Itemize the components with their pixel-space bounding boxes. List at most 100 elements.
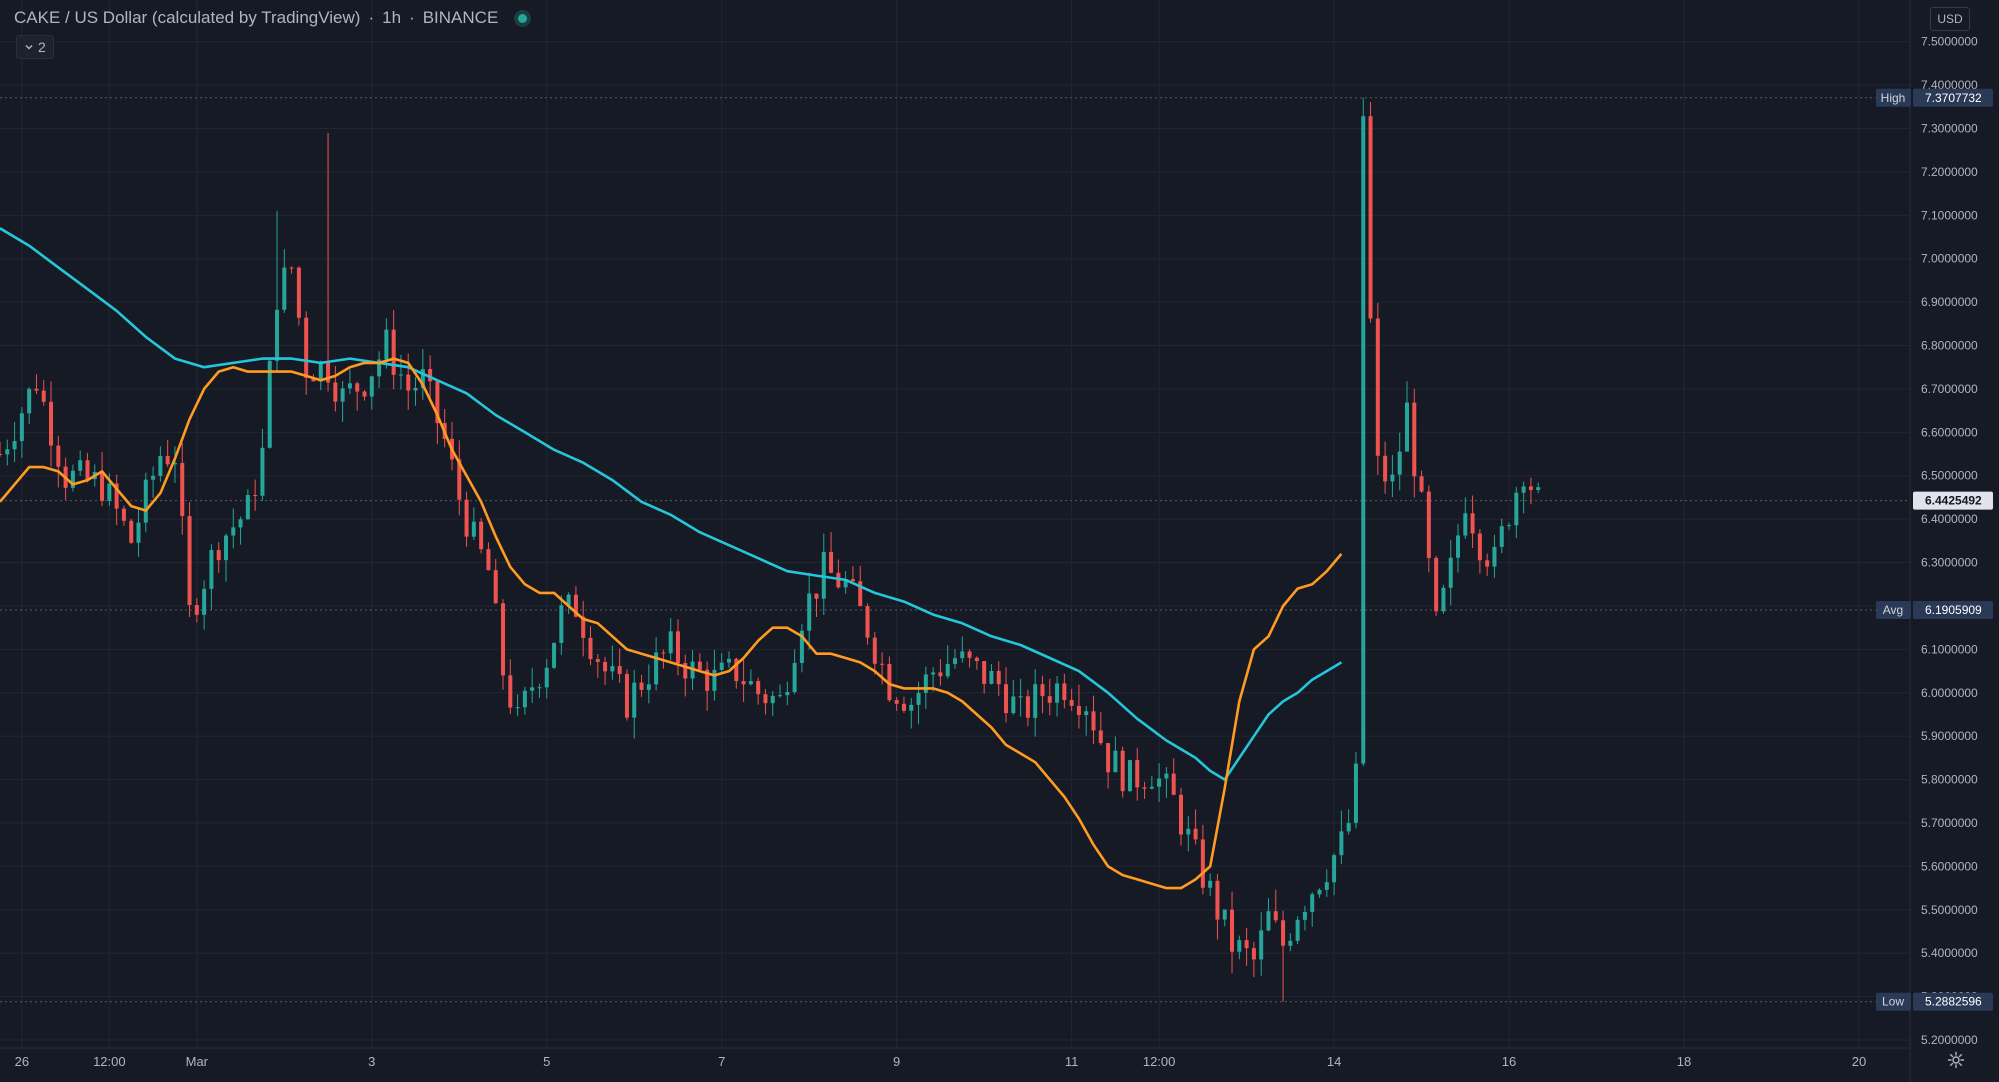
y-tick-label: 5.6000000 bbox=[1921, 859, 1978, 873]
candle-body bbox=[326, 362, 331, 383]
candle-body bbox=[1463, 513, 1468, 536]
candle-body bbox=[843, 579, 848, 588]
candle-body bbox=[377, 359, 382, 377]
candle-body bbox=[391, 329, 396, 375]
candle-body bbox=[1485, 560, 1490, 567]
candle-body bbox=[1033, 684, 1038, 718]
candle-body bbox=[27, 388, 32, 414]
candle-body bbox=[1237, 940, 1242, 952]
candle-body bbox=[697, 661, 702, 670]
candle-body bbox=[1186, 828, 1191, 835]
x-tick-label: Mar bbox=[186, 1054, 209, 1069]
x-tick-label: 20 bbox=[1852, 1054, 1866, 1069]
candle-body bbox=[1470, 513, 1475, 534]
candle-body bbox=[413, 387, 418, 391]
x-tick-label: 14 bbox=[1327, 1054, 1341, 1069]
candle-body bbox=[85, 460, 90, 480]
y-tick-label: 7.0000000 bbox=[1921, 252, 1978, 266]
candle-body bbox=[923, 674, 928, 693]
candle-body bbox=[398, 374, 403, 376]
candle-body bbox=[1244, 940, 1249, 949]
y-tick-label: 6.3000000 bbox=[1921, 556, 1978, 570]
candle-body bbox=[296, 267, 301, 318]
candle-body bbox=[785, 692, 790, 696]
candle-body bbox=[544, 667, 549, 688]
candle-body bbox=[501, 603, 506, 676]
candle-body bbox=[1135, 760, 1140, 788]
chart-settings-button[interactable] bbox=[1944, 1048, 1968, 1072]
chevron-down-icon bbox=[25, 44, 33, 50]
price-label-value-bg bbox=[1913, 601, 1993, 620]
candle-body bbox=[41, 390, 46, 402]
candle-body bbox=[1456, 535, 1461, 558]
candle-body bbox=[573, 594, 578, 617]
candle-body bbox=[1149, 786, 1154, 789]
candle-body bbox=[362, 391, 367, 397]
candle-body bbox=[938, 672, 943, 677]
candle-body bbox=[1412, 402, 1417, 477]
candle-body bbox=[880, 663, 885, 665]
candle-body bbox=[1127, 760, 1132, 792]
reference-lines bbox=[0, 97, 1910, 1003]
candle-body bbox=[1106, 743, 1111, 773]
price-label-value: 7.3707732 bbox=[1925, 91, 1982, 105]
current-price-tag bbox=[1913, 491, 1993, 510]
currency-button[interactable]: USD bbox=[1930, 7, 1970, 31]
currency-label: USD bbox=[1937, 12, 1963, 26]
candle-body bbox=[19, 413, 24, 441]
candle-body bbox=[617, 666, 622, 674]
candle-body bbox=[1361, 116, 1366, 764]
legend-separator: · bbox=[368, 8, 375, 27]
x-tick-label: 9 bbox=[893, 1054, 900, 1069]
candle-body bbox=[763, 694, 768, 704]
candle-body bbox=[865, 606, 870, 638]
candle-body bbox=[1084, 711, 1089, 716]
candle-body bbox=[1142, 787, 1147, 789]
candle-body bbox=[624, 673, 629, 718]
candle-body bbox=[253, 494, 258, 496]
candle-body bbox=[318, 362, 323, 382]
x-tick-label: 5 bbox=[543, 1054, 550, 1069]
candle-body bbox=[114, 483, 119, 509]
candle-body bbox=[530, 687, 535, 691]
candle-body bbox=[5, 449, 10, 455]
candle-body bbox=[1259, 930, 1264, 960]
candle-body bbox=[12, 440, 17, 450]
indicators-toggle-button[interactable]: 2 bbox=[16, 35, 54, 59]
candle-body bbox=[1302, 911, 1307, 920]
candle-body bbox=[1222, 909, 1227, 920]
candle-body bbox=[1025, 696, 1030, 718]
candle-body bbox=[1434, 557, 1439, 612]
x-tick-label: 11 bbox=[1065, 1054, 1079, 1069]
candle-body bbox=[778, 695, 783, 697]
candle-body bbox=[406, 374, 411, 391]
candle-body bbox=[100, 472, 105, 501]
candle-body bbox=[770, 695, 775, 704]
candle-body bbox=[49, 401, 54, 446]
candle-body bbox=[1251, 948, 1256, 960]
candle-body bbox=[588, 637, 593, 660]
candle-body bbox=[1426, 491, 1431, 558]
candle-body bbox=[821, 551, 826, 599]
candle-body bbox=[916, 692, 921, 705]
candle-body bbox=[180, 463, 185, 517]
price-label-name: High bbox=[1881, 91, 1906, 105]
candle-body bbox=[70, 470, 75, 488]
candle-body bbox=[654, 652, 659, 685]
candle-body bbox=[1353, 763, 1358, 823]
slow-ma-line bbox=[0, 227, 1343, 781]
y-tick-label: 7.1000000 bbox=[1921, 208, 1978, 222]
x-tick-label: 26 bbox=[15, 1054, 29, 1069]
price-label-value-bg bbox=[1913, 992, 1993, 1011]
candle-body bbox=[1091, 711, 1096, 731]
candle-body bbox=[1018, 696, 1023, 698]
price-label-value-bg bbox=[1913, 88, 1993, 107]
candle-body bbox=[493, 570, 498, 604]
candle-body bbox=[712, 669, 717, 691]
candle-body bbox=[595, 659, 600, 662]
candle-body bbox=[151, 475, 156, 480]
candle-body bbox=[675, 631, 680, 664]
y-tick-label: 5.4000000 bbox=[1921, 946, 1978, 960]
